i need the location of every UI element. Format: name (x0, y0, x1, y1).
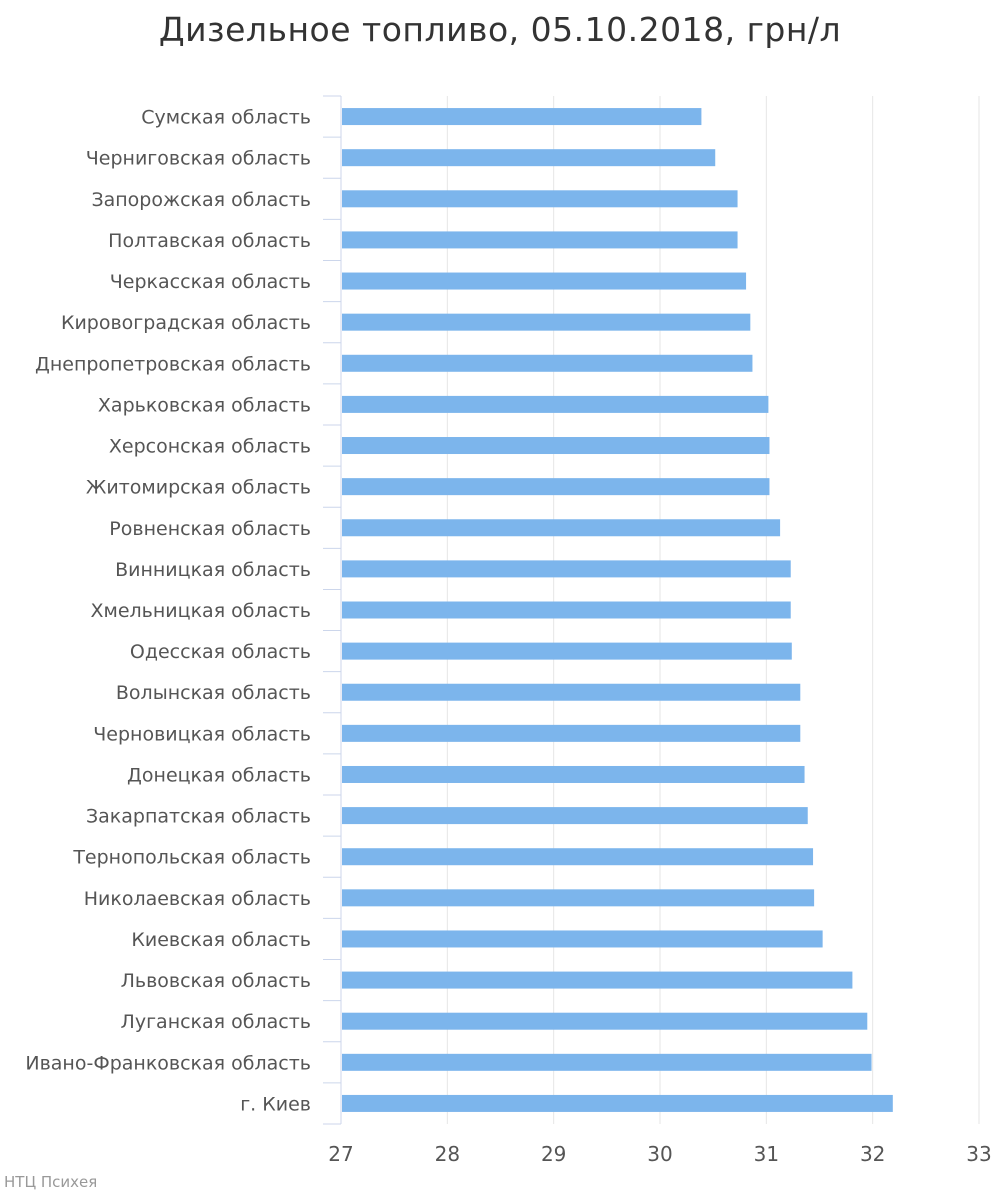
bar[interactable] (342, 889, 815, 907)
category-label: Николаевская область (84, 888, 311, 910)
tick-label: 29 (541, 1142, 566, 1166)
tick-label: 32 (860, 1142, 885, 1166)
category-label: Ровненская область (109, 518, 311, 540)
bar[interactable] (342, 313, 751, 331)
category-label: Полтавская область (108, 230, 311, 252)
bar[interactable] (342, 395, 769, 413)
tick-label: 33 (966, 1142, 991, 1166)
category-label: Хмельницкая область (90, 600, 311, 622)
category-label: Днепропетровская область (35, 353, 311, 375)
category-label: Ивано-Франковская область (25, 1052, 311, 1074)
bar[interactable] (342, 971, 853, 989)
bars (342, 108, 893, 1112)
tick-label: 31 (754, 1142, 779, 1166)
bar[interactable] (342, 354, 753, 372)
category-axis (323, 95, 342, 1125)
category-label: Донецкая область (127, 764, 311, 786)
bar[interactable] (342, 807, 808, 825)
bar[interactable] (342, 272, 747, 290)
credits-text: НТЦ Психея (4, 1173, 98, 1191)
category-label: Луганская область (121, 1011, 311, 1033)
bar[interactable] (342, 930, 823, 948)
category-label: Львовская область (121, 970, 311, 992)
category-label: Тернопольская область (72, 847, 311, 869)
category-label: Херсонская область (109, 436, 311, 458)
category-label: Киевская область (131, 929, 311, 951)
bar[interactable] (342, 1053, 872, 1071)
bar[interactable] (342, 765, 805, 783)
bar[interactable] (342, 149, 716, 167)
category-label: Житомирская область (86, 477, 311, 499)
bar[interactable] (342, 683, 801, 701)
category-label: Сумская область (141, 107, 311, 129)
bar[interactable] (342, 190, 738, 208)
bar[interactable] (342, 1094, 893, 1112)
bar[interactable] (342, 642, 792, 660)
bar[interactable] (342, 724, 801, 742)
category-label: г. Киев (240, 1093, 311, 1115)
category-label: Запорожская область (91, 189, 311, 211)
category-labels: Сумская область Черниговская область Запор… (25, 107, 311, 1116)
chart-title: Дизельное топливо, 05.10.2018, грн/л (158, 10, 842, 49)
bar[interactable] (342, 108, 702, 126)
category-label: Одесская область (130, 641, 311, 663)
tick-label: 30 (647, 1142, 672, 1166)
bar[interactable] (342, 478, 770, 496)
value-tick-labels: 27 28 29 30 31 32 33 (328, 1142, 991, 1166)
category-label: Черкасская область (110, 271, 311, 293)
bar[interactable] (342, 519, 781, 537)
category-label: Закарпатская область (86, 806, 311, 828)
category-label: Черновицкая область (93, 723, 311, 745)
bar[interactable] (342, 560, 791, 578)
tick-label: 27 (328, 1142, 353, 1166)
bar[interactable] (342, 601, 791, 619)
bar[interactable] (342, 231, 738, 249)
category-label: Харьковская область (98, 394, 311, 416)
bar[interactable] (342, 848, 814, 866)
category-label: Волынская область (116, 682, 311, 704)
tick-label: 28 (435, 1142, 460, 1166)
category-label: Черниговская область (86, 148, 311, 170)
bar[interactable] (342, 437, 770, 455)
category-label: Винницкая область (115, 559, 311, 581)
bar[interactable] (342, 1012, 868, 1030)
category-label: Кировоградская область (61, 312, 311, 334)
